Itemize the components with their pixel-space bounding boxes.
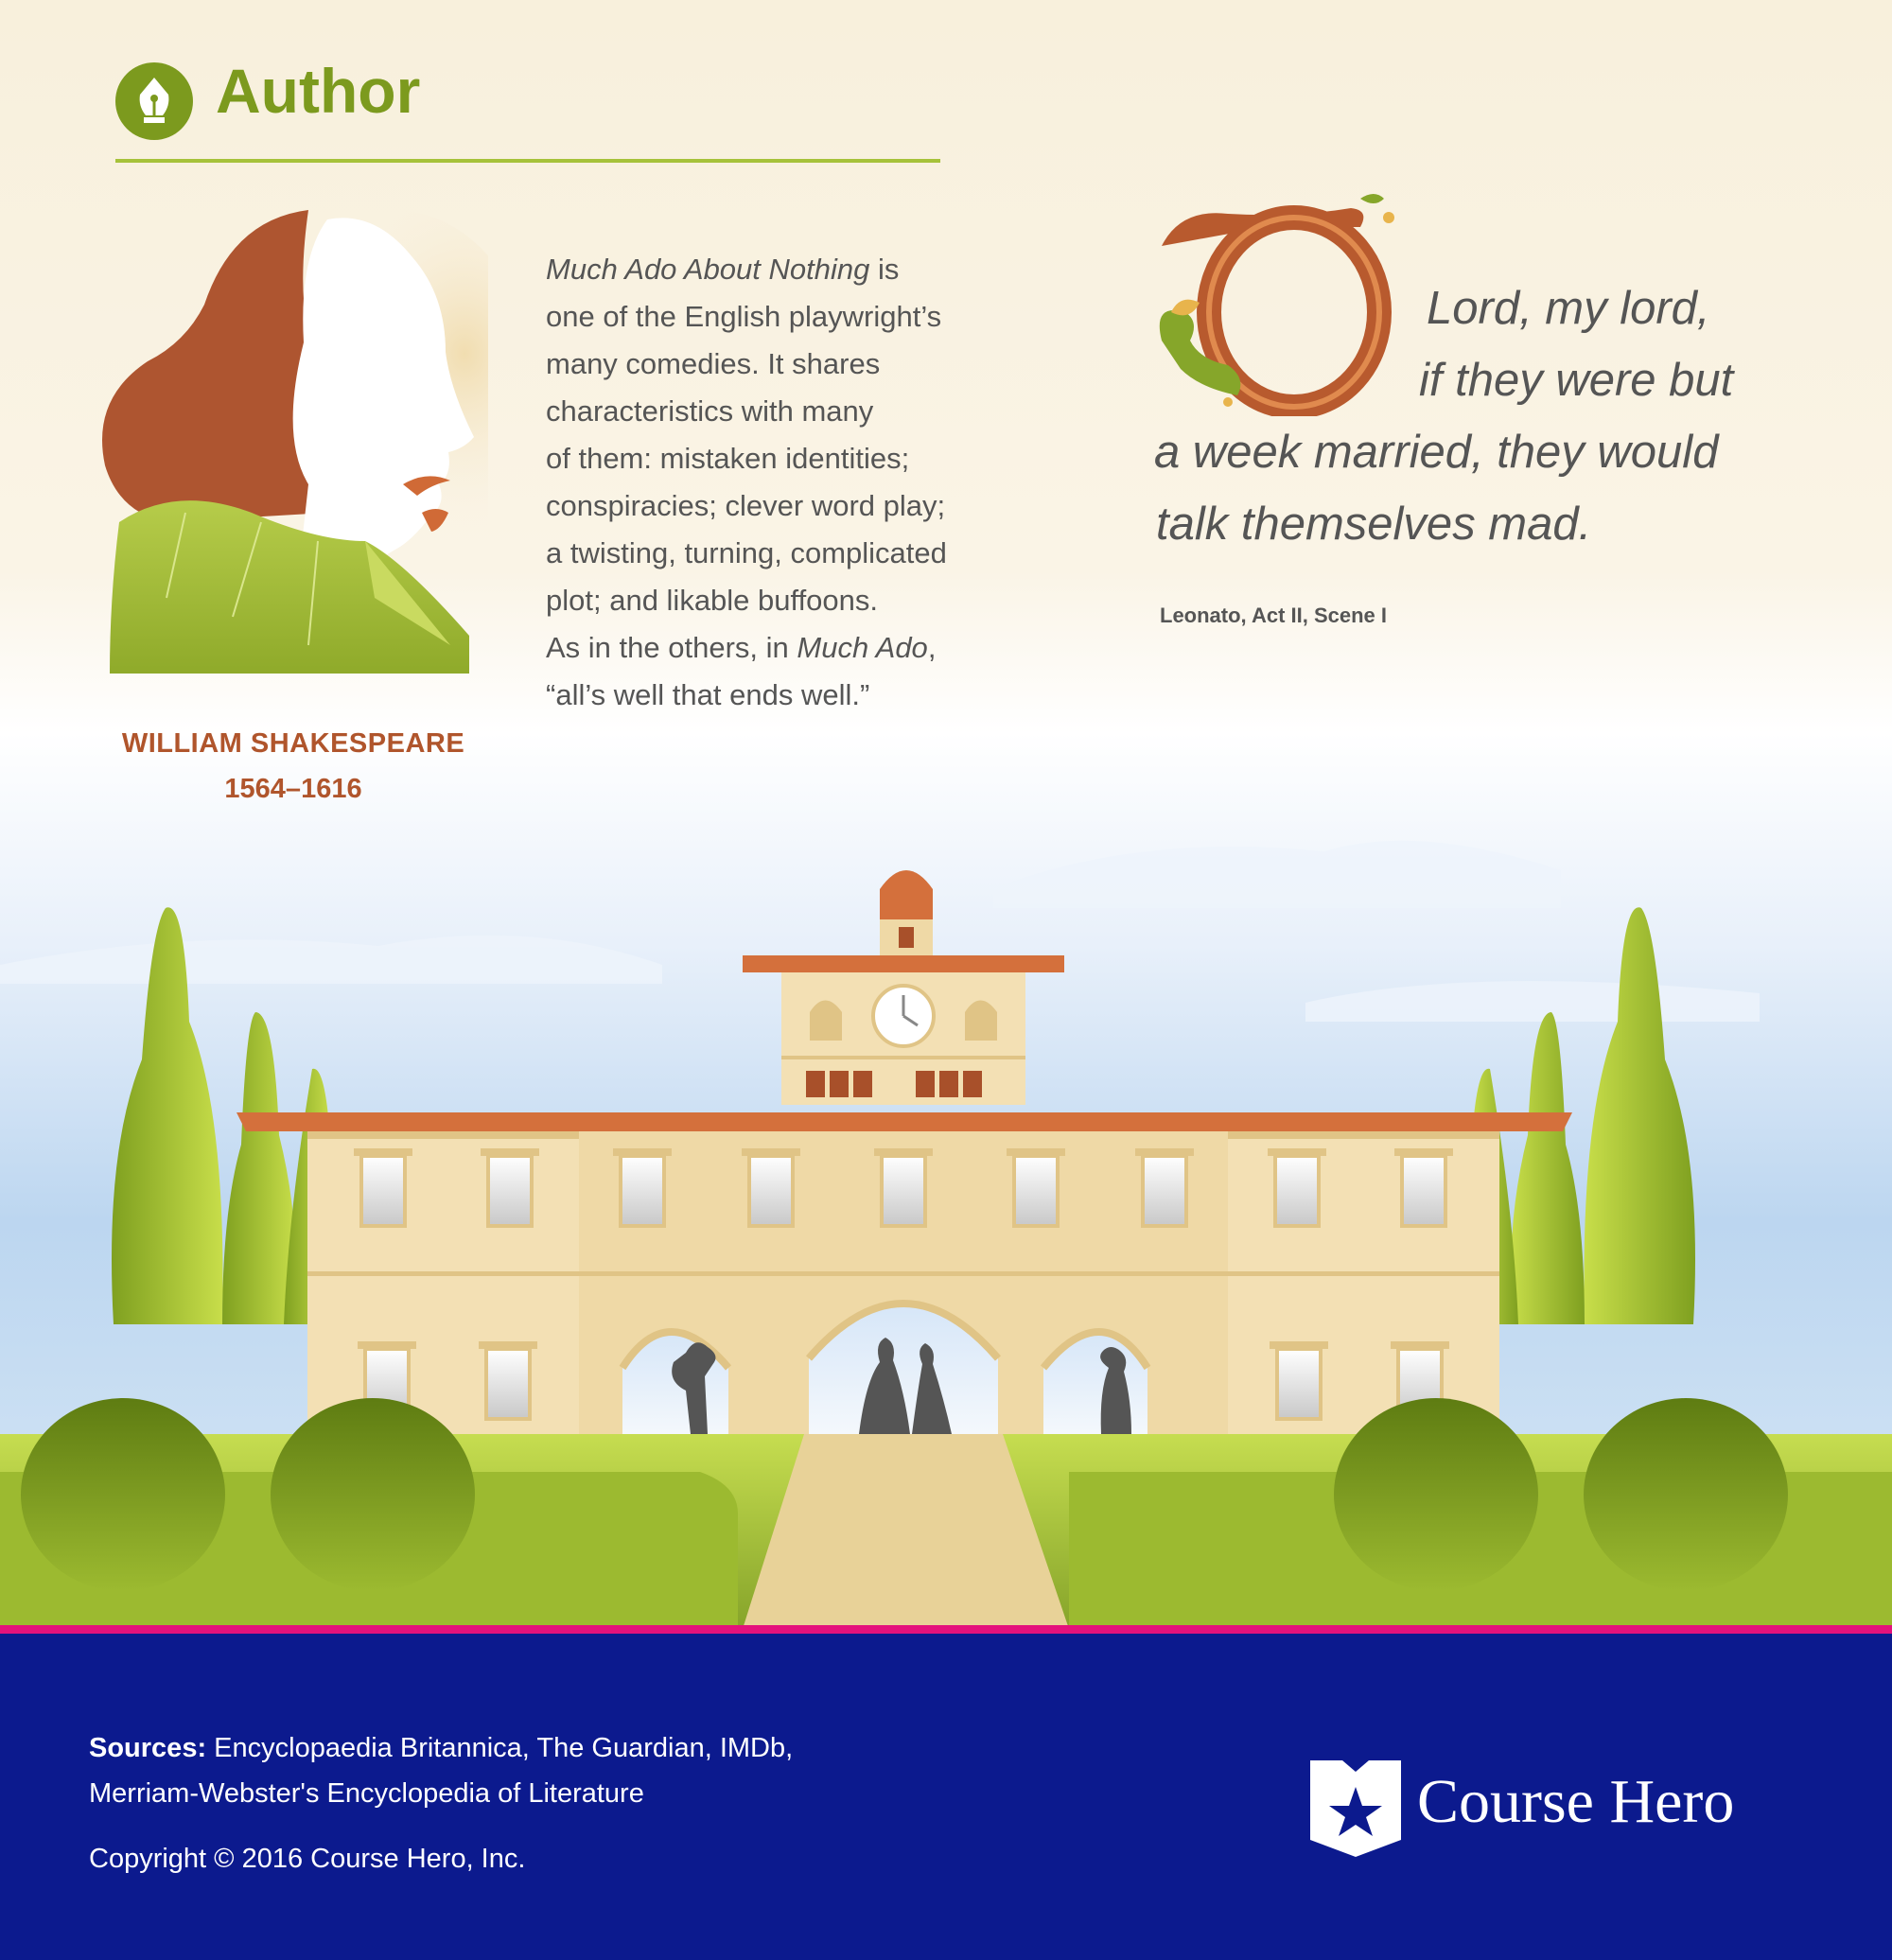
footer: Sources: Encyclopaedia Britannica, The G… — [0, 1634, 1892, 1960]
quote-line-3: a week married, they would — [1154, 427, 1719, 478]
sources-text: Sources: Encyclopaedia Britannica, The G… — [89, 1733, 794, 1809]
pen-nib-icon — [115, 62, 193, 140]
quote-line-2: if they were but — [1419, 355, 1734, 406]
copyright-text: Copyright © 2016 Course Hero, Inc. — [89, 1844, 526, 1874]
dropcap-letter: O — [1294, 321, 1295, 323]
description-text: Much Ado About Nothing is one of the Engl… — [546, 253, 947, 711]
dropcap-o-ornament: O — [1159, 194, 1394, 416]
page-title: Author — [216, 56, 421, 126]
infographic-scene: Author WILLIAM SHAKESPEARE 1564–1616 — [0, 0, 1892, 1629]
star-shield-icon — [1310, 1760, 1401, 1857]
title-divider — [115, 159, 940, 163]
author-name: WILLIAM SHAKESPEARE — [121, 728, 465, 759]
shakespeare-portrait — [102, 210, 488, 674]
quote-line-1: Lord, my lord, — [1427, 283, 1710, 334]
course-hero-logo-text: Course Hero — [1417, 1767, 1735, 1836]
accent-divider — [0, 1625, 1892, 1634]
quote-line-4: talk themselves mad. — [1156, 499, 1592, 550]
quote-attribution: Leonato, Act II, Scene I — [1160, 604, 1388, 627]
author-years: 1564–1616 — [224, 774, 362, 804]
villa-landscape-illustration — [0, 840, 1892, 1629]
